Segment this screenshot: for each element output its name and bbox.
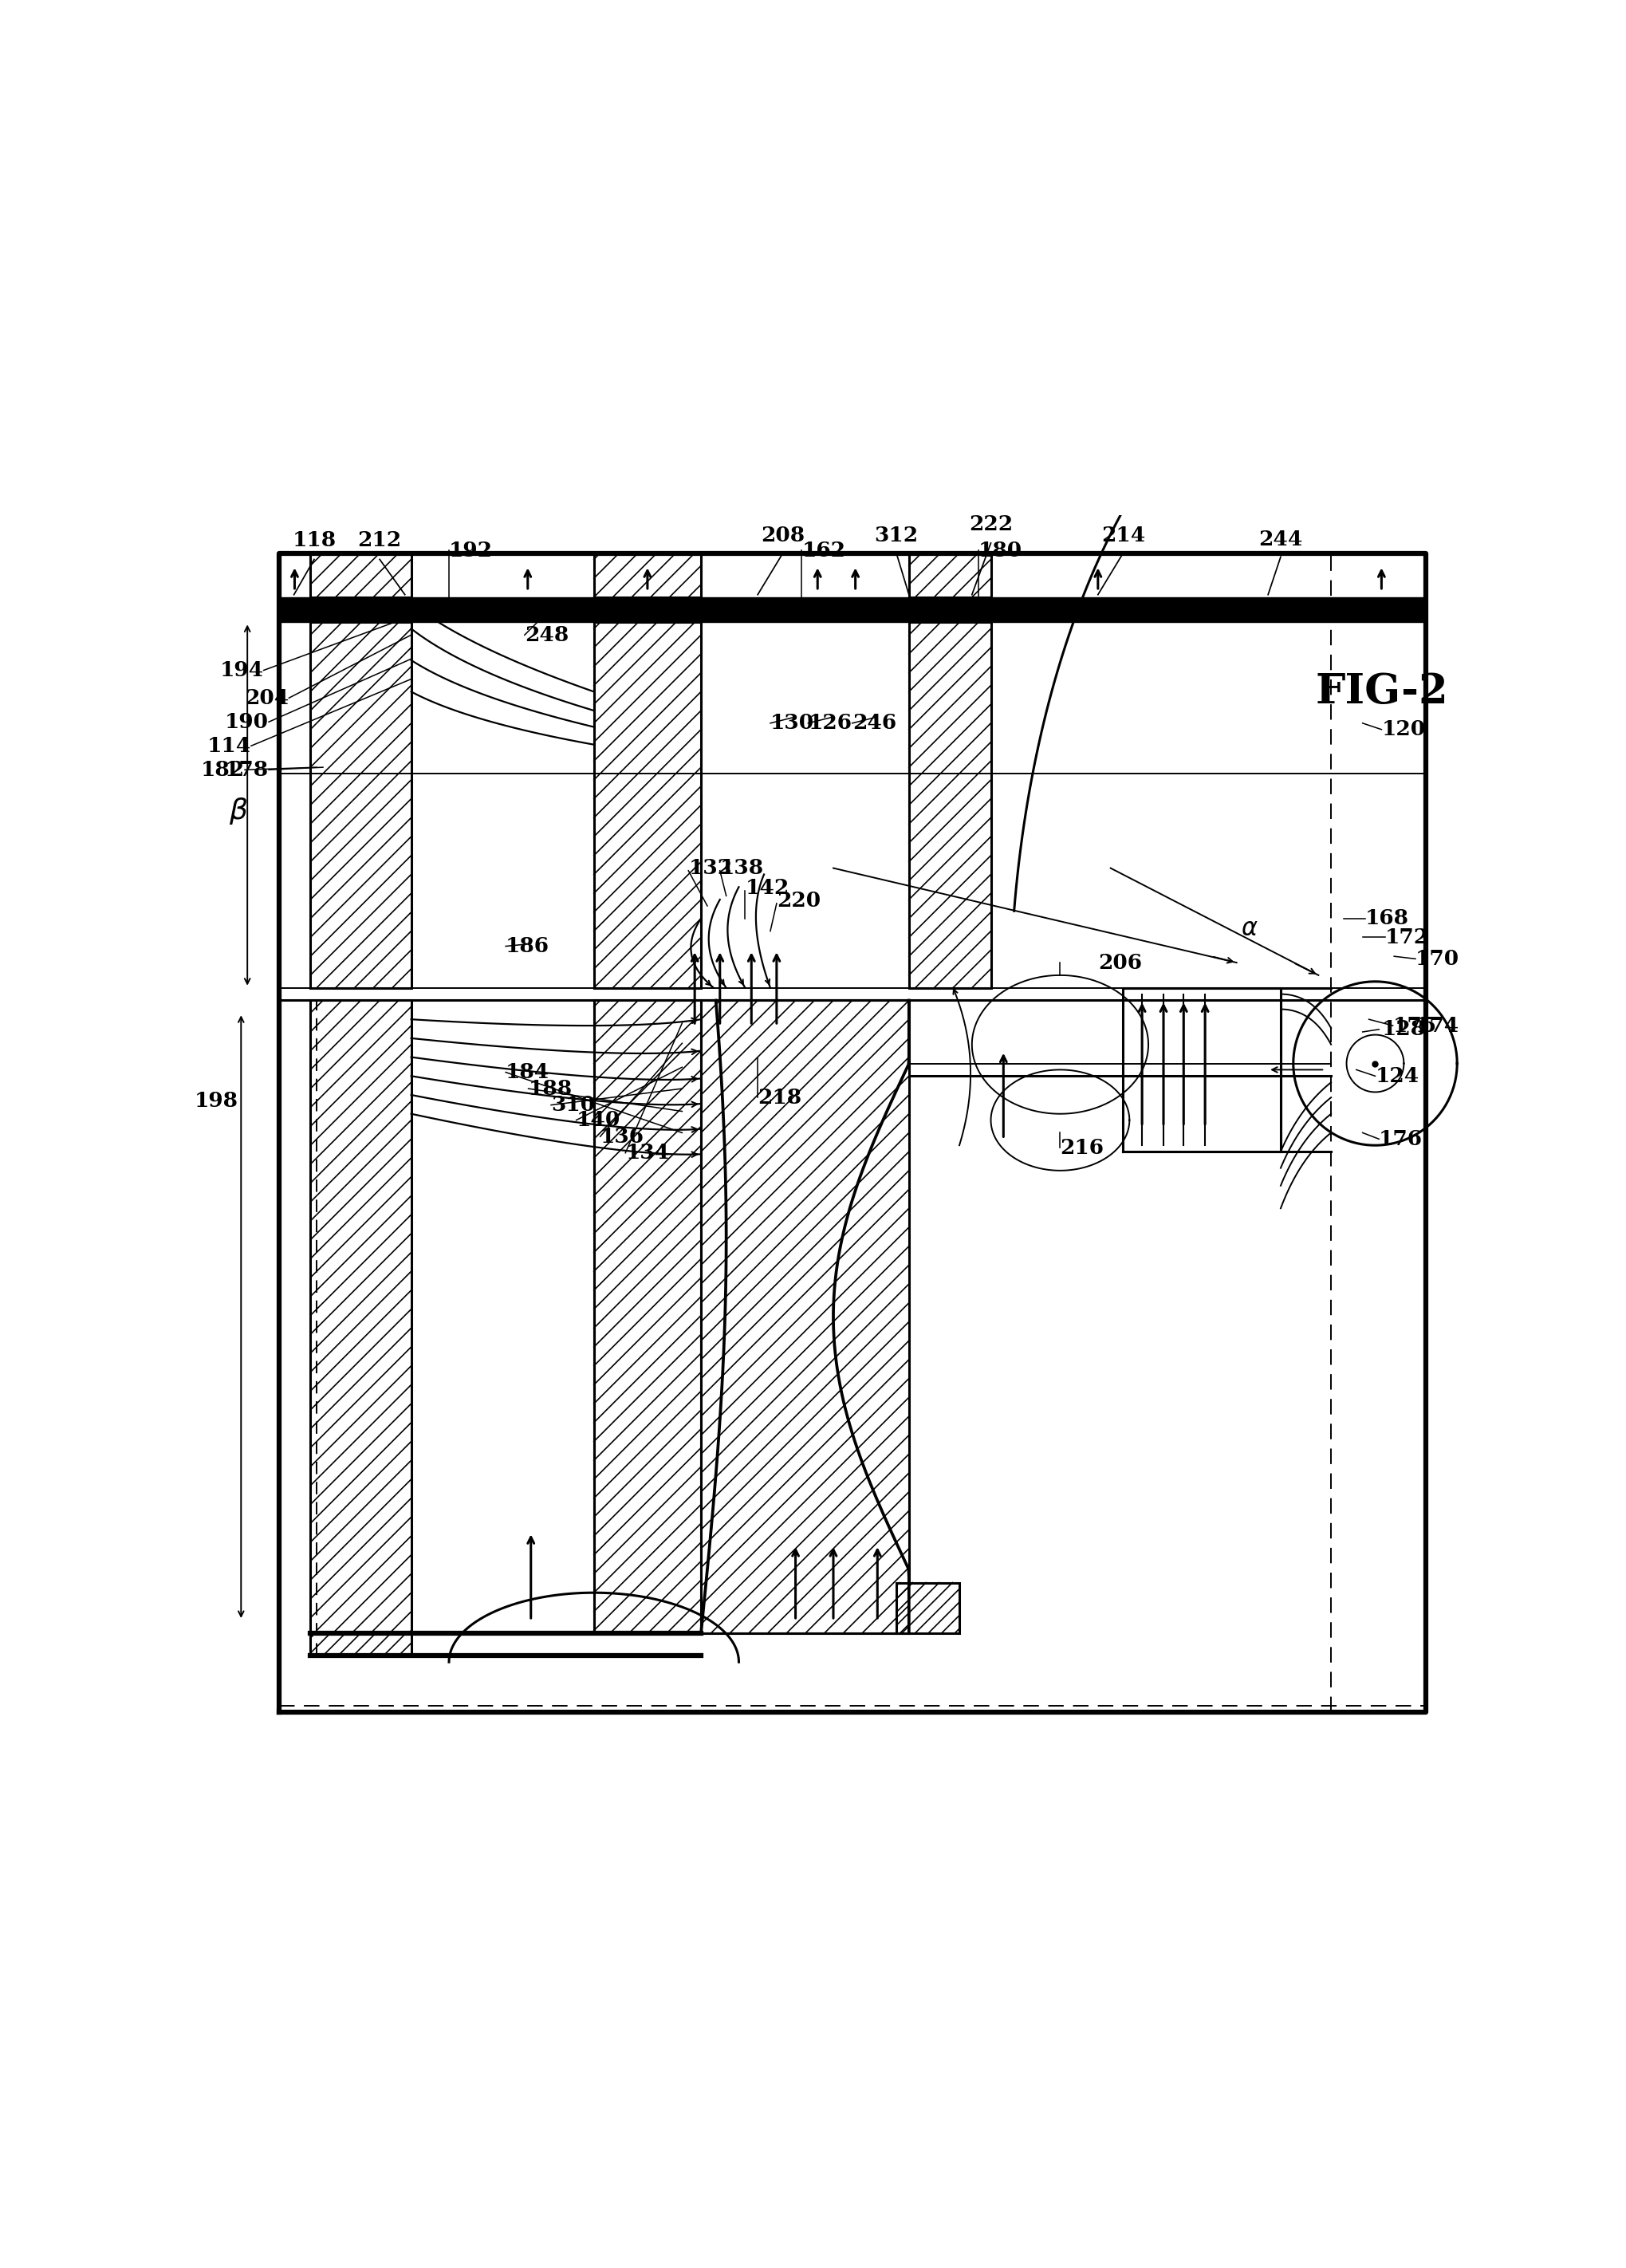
Text: 182: 182 [202, 760, 246, 780]
Text: 168: 168 [1366, 909, 1410, 928]
Text: 128: 128 [1382, 1018, 1426, 1039]
Text: $\beta$: $\beta$ [229, 796, 249, 826]
Text: 184: 184 [506, 1061, 550, 1082]
Text: 124: 124 [1376, 1066, 1419, 1086]
Text: 120: 120 [1382, 719, 1426, 739]
Text: 310: 310 [551, 1095, 595, 1116]
Bar [909, 621, 990, 989]
Text: 192: 192 [449, 540, 493, 560]
Bar [311, 1633, 411, 1656]
Text: 142: 142 [745, 878, 789, 898]
Text: 206: 206 [1098, 953, 1141, 973]
Text: 178: 178 [224, 760, 268, 780]
Text: 130: 130 [771, 712, 815, 733]
Text: 218: 218 [758, 1086, 802, 1107]
Text: 194: 194 [220, 660, 263, 680]
Text: 162: 162 [802, 540, 846, 560]
Text: 180: 180 [979, 540, 1023, 560]
Text: 170: 170 [1416, 948, 1460, 968]
Text: 132: 132 [688, 857, 732, 878]
Text: 134: 134 [626, 1143, 670, 1163]
Text: 208: 208 [761, 526, 805, 547]
Text: 198: 198 [195, 1091, 239, 1111]
Text: 175: 175 [1393, 1016, 1437, 1036]
Text: 118: 118 [293, 531, 337, 551]
Text: 212: 212 [358, 531, 402, 551]
Text: 174: 174 [1416, 1016, 1460, 1036]
Bar [593, 621, 701, 989]
Text: 204: 204 [246, 687, 289, 708]
Text: 136: 136 [600, 1127, 644, 1148]
Text: 246: 246 [852, 712, 896, 733]
Text: 188: 188 [528, 1080, 572, 1098]
Text: 248: 248 [525, 626, 569, 644]
Bar [311, 1000, 411, 1633]
Text: 138: 138 [720, 857, 764, 878]
Text: FIG-2: FIG-2 [1315, 671, 1449, 712]
Text: 126: 126 [808, 712, 852, 733]
Text: 312: 312 [875, 526, 919, 547]
Text: 222: 222 [969, 515, 1013, 535]
Text: 214: 214 [1101, 526, 1145, 547]
Bar [909, 553, 990, 596]
Bar [593, 553, 701, 596]
Text: 140: 140 [576, 1109, 620, 1129]
Text: 244: 244 [1259, 528, 1302, 549]
Text: 216: 216 [1060, 1139, 1104, 1159]
Bar [311, 553, 411, 596]
Bar [701, 1000, 909, 1633]
Text: $\alpha$: $\alpha$ [1241, 916, 1259, 941]
Text: 176: 176 [1379, 1129, 1423, 1150]
Text: 190: 190 [224, 712, 268, 733]
Text: 172: 172 [1385, 928, 1429, 948]
Text: 114: 114 [207, 735, 250, 755]
Bar [896, 1583, 959, 1633]
Text: 186: 186 [506, 937, 550, 957]
Bar [311, 621, 411, 989]
Text: 220: 220 [777, 891, 821, 912]
Bar [593, 1000, 701, 1633]
